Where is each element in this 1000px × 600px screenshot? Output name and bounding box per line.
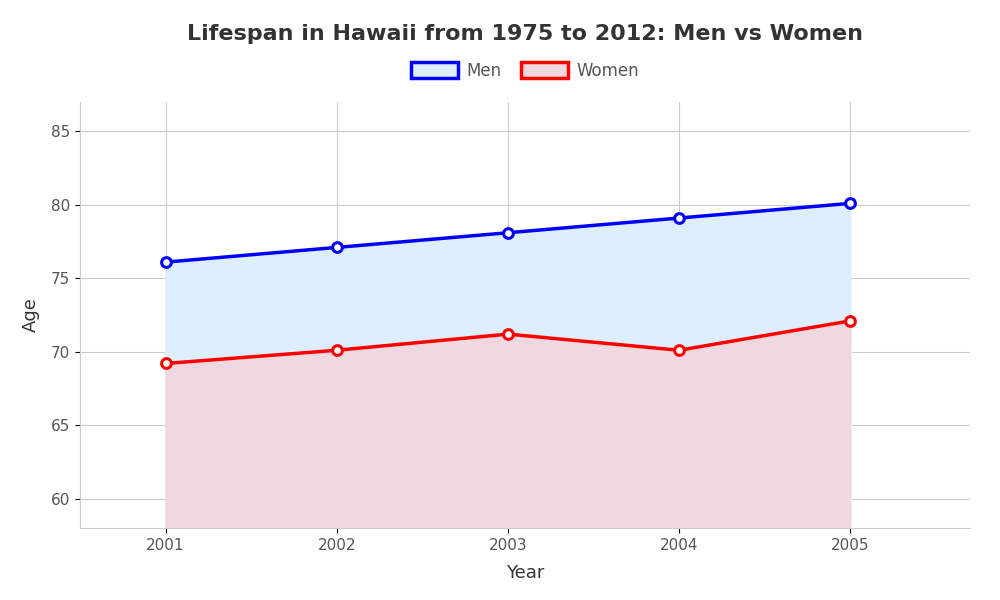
Legend: Men, Women: Men, Women xyxy=(404,55,646,86)
Title: Lifespan in Hawaii from 1975 to 2012: Men vs Women: Lifespan in Hawaii from 1975 to 2012: Me… xyxy=(187,23,863,43)
X-axis label: Year: Year xyxy=(506,564,544,582)
Y-axis label: Age: Age xyxy=(22,298,40,332)
